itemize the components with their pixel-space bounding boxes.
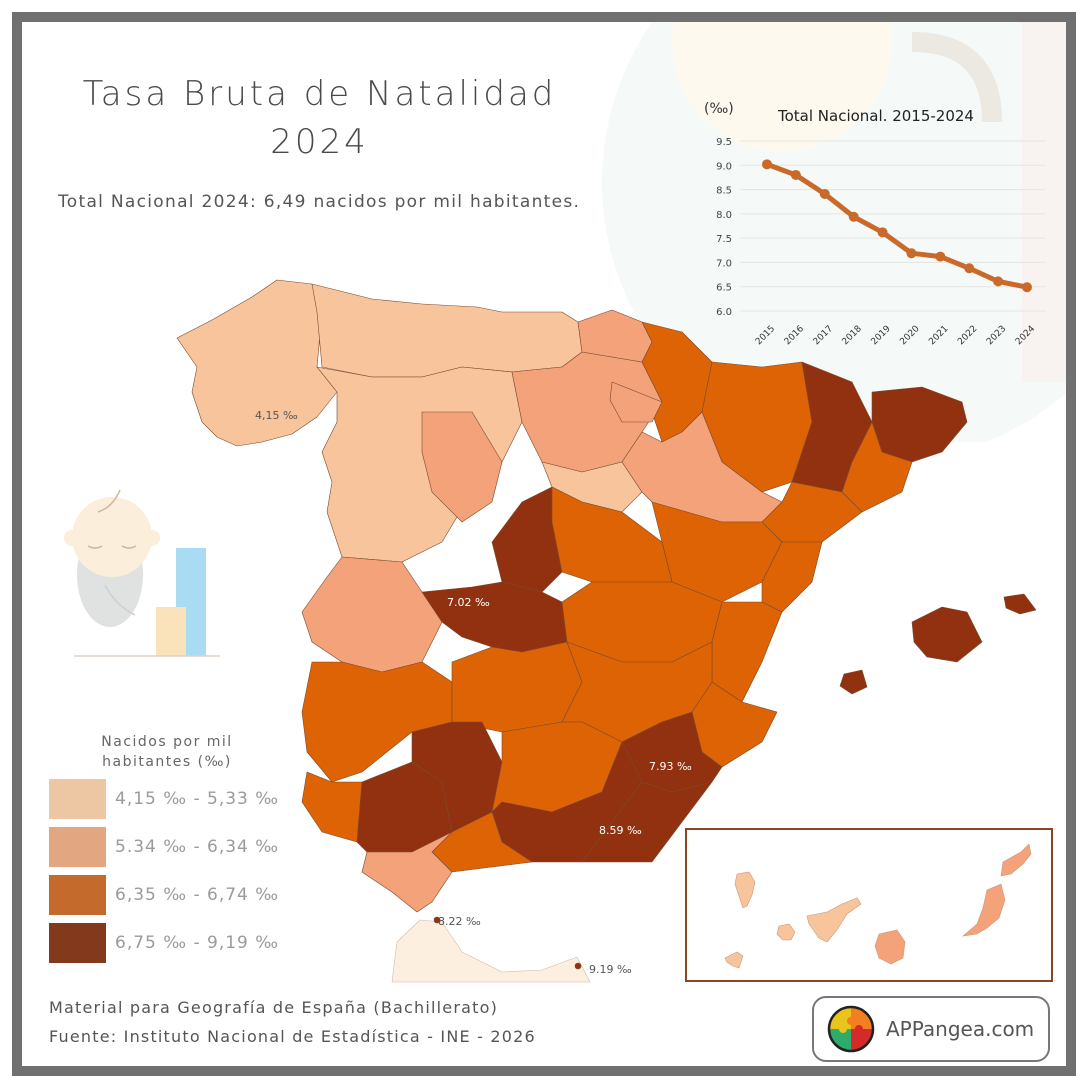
region-ciudad-real (451, 641, 583, 733)
title-line1: Tasa Bruta de Natalidad (82, 74, 557, 114)
region-valencia (711, 601, 783, 703)
legend-swatch-1 (49, 779, 106, 819)
legend-swatch-2 (49, 827, 106, 867)
baby-illustration (64, 490, 220, 657)
region-menorca (1003, 593, 1037, 615)
melilla-marker (574, 962, 582, 970)
region-huelva (301, 771, 363, 843)
region-caceres (301, 556, 443, 673)
appangea-logo-link[interactable]: APPangea.com (812, 996, 1050, 1062)
label-ceuta: 8.22 ‰ (438, 915, 481, 928)
legend-swatch-4 (49, 923, 106, 963)
label-melilla: 9.19 ‰ (589, 963, 632, 976)
north-africa-coast (391, 919, 591, 983)
label-murcia: 7.93 ‰ (649, 760, 692, 773)
national-trend-chart: (‰) Total Nacional. 2015-2024 9.5 9.0 8.5 8… (704, 101, 1045, 347)
label-almeria: 8.59 ‰ (599, 824, 642, 837)
legend-title-line2: habitantes (‰) (102, 754, 232, 770)
svg-text:8.5: 8.5 (716, 186, 732, 197)
island-fuerteventura (962, 883, 1006, 937)
legend-item-1: 4,15 ‰ - 5,33 ‰ (49, 779, 279, 819)
island-el-hierro (724, 951, 744, 969)
region-girona (871, 386, 968, 463)
region-toledo (421, 581, 568, 653)
island-lanzarote (1000, 843, 1032, 877)
ceuta-marker (433, 916, 441, 924)
infographic-frame: Tasa Bruta de Natalidad 2024 Total Nacio… (12, 12, 1076, 1076)
label-ourense: 4,15 ‰ (255, 409, 298, 422)
spain-map: 4,15 ‰ 7.02 ‰ 7.93 ‰ 8.59 ‰ 8.22 ‰ 9.19 … (176, 279, 1037, 983)
svg-text:9.0: 9.0 (716, 161, 732, 172)
island-gran-canaria (874, 929, 906, 965)
legend-label-1: 4,15 ‰ - 5,33 ‰ (115, 789, 280, 809)
region-cadiz (361, 831, 453, 913)
region-galicia (176, 279, 338, 447)
region-la-rioja (609, 381, 663, 423)
chart-title: Total Nacional. 2015-2024 (777, 107, 974, 125)
svg-text:9.5: 9.5 (716, 137, 732, 148)
footer-material: Material para Geografía de España (Bachi… (49, 998, 499, 1017)
label-toledo: 7.02 ‰ (447, 596, 490, 609)
svg-text:7.5: 7.5 (716, 234, 732, 245)
legend-item-3: 6,35 ‰ - 6,74 ‰ (49, 875, 279, 915)
national-total-subtitle: Total Nacional 2024: 6,49 nacidos por mi… (58, 192, 581, 212)
svg-text:6.0: 6.0 (716, 307, 732, 318)
chart-y-ticks: 9.5 9.0 8.5 8.0 7.5 7.0 6.5 6.0 (716, 137, 732, 318)
region-ibiza (839, 669, 868, 695)
island-tenerife (806, 897, 862, 943)
legend-item-4: 6,75 ‰ - 9,19 ‰ (49, 923, 279, 963)
legend-item-2: 5.34 ‰ - 6,34 ‰ (49, 827, 279, 867)
island-la-gomera (776, 923, 796, 941)
island-la-palma (734, 871, 756, 909)
chart-line (766, 161, 1028, 290)
svg-text:7.0: 7.0 (716, 258, 732, 269)
watermark-logo (602, 22, 1066, 442)
svg-text:6.5: 6.5 (716, 283, 732, 294)
footer-source: Fuente: Instituto Nacional de Estadístic… (49, 1027, 536, 1046)
region-almeria (581, 781, 713, 863)
legend-label-3: 6,35 ‰ - 6,74 ‰ (115, 885, 280, 905)
chart-points (762, 159, 1032, 293)
region-valladolid (421, 411, 503, 523)
region-madrid (491, 486, 563, 593)
legend-title-line1: Nacidos por mil (101, 734, 233, 750)
puzzle-globe-icon (827, 1005, 875, 1053)
region-asturias-cantabria (311, 283, 583, 378)
canary-islands-inset (685, 828, 1053, 982)
canary-islands-map (724, 843, 1032, 969)
logo-text: APPangea.com (886, 1017, 1035, 1041)
legend-title: Nacidos por mil habitantes (‰) (62, 732, 272, 772)
legend-swatch-3 (49, 875, 106, 915)
chart-ylabel: (‰) (704, 101, 734, 117)
legend-label-4: 6,75 ‰ - 9,19 ‰ (115, 933, 280, 953)
region-barcelona (841, 421, 913, 513)
page-title: Tasa Bruta de Natalidad 2024 (22, 70, 617, 166)
svg-text:8.0: 8.0 (716, 210, 732, 221)
region-mallorca (911, 606, 983, 663)
legend-label-2: 5.34 ‰ - 6,34 ‰ (115, 837, 280, 857)
title-year: 2024 (270, 122, 369, 162)
